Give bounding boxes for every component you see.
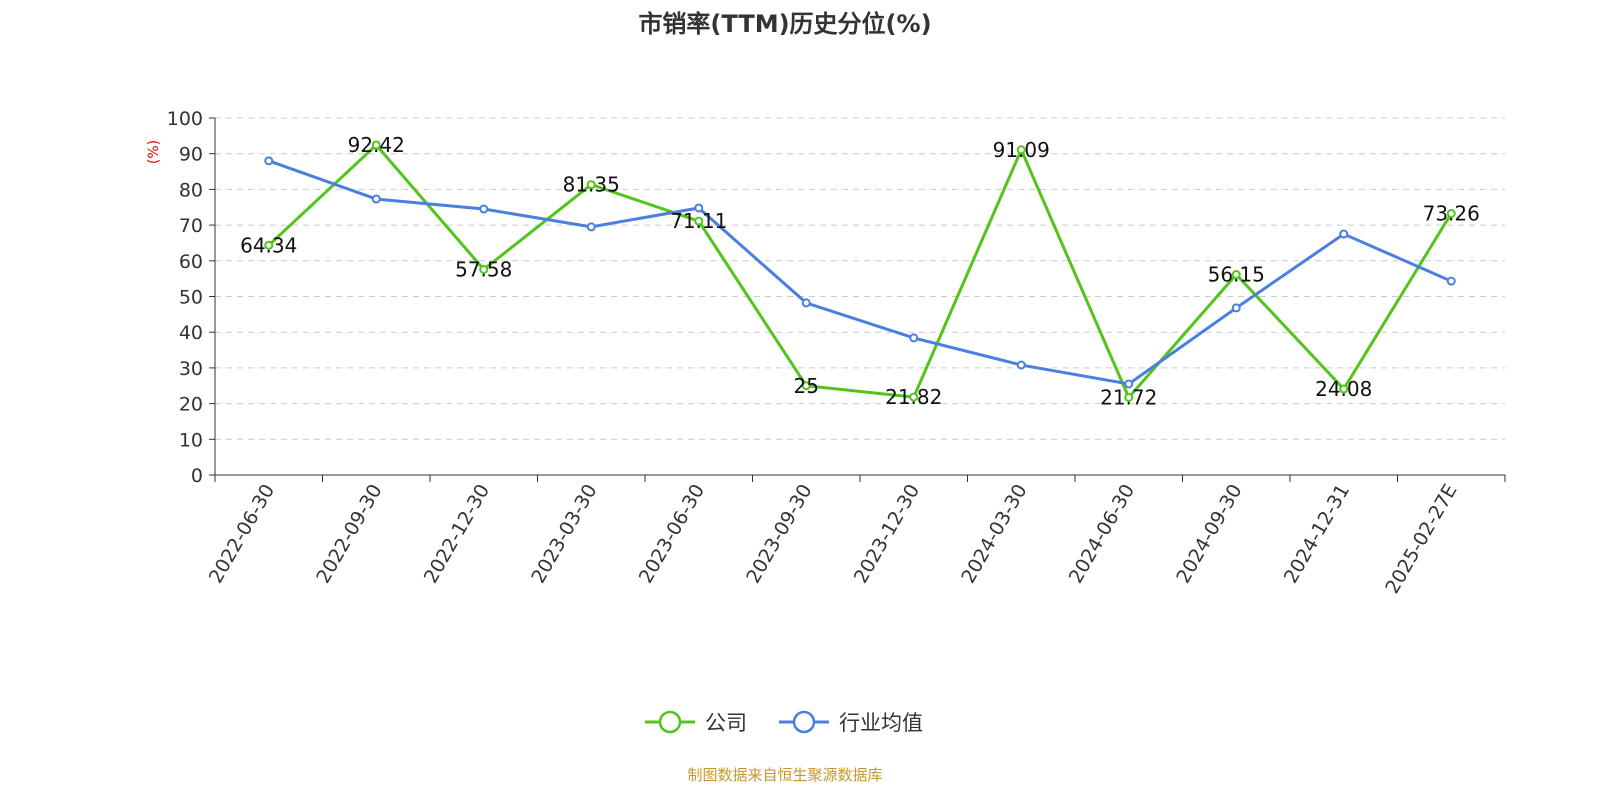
y-tick-label: 90 <box>179 144 203 166</box>
data-point <box>909 333 919 343</box>
data-point <box>1339 384 1349 394</box>
data-label: 91.09 <box>993 138 1050 162</box>
data-label: 21.72 <box>1100 385 1157 409</box>
x-tick-label: 2023-09-30 <box>742 481 816 588</box>
data-point <box>1124 392 1134 402</box>
y-tick-label: 80 <box>179 179 203 201</box>
data-point <box>1446 208 1456 218</box>
x-tick-label: 2022-12-30 <box>420 481 494 588</box>
data-point <box>1231 270 1241 280</box>
data-point <box>586 180 596 190</box>
series-line-1 <box>268 159 1452 386</box>
data-point <box>909 392 919 402</box>
data-label: 25 <box>794 374 819 398</box>
legend-label: 行业均值 <box>839 711 923 735</box>
data-point <box>264 156 274 166</box>
data-point <box>479 204 489 214</box>
data-label: 24.08 <box>1315 377 1372 401</box>
data-point <box>1016 145 1026 155</box>
data-point <box>371 194 381 204</box>
data-label: 56.15 <box>1208 263 1265 287</box>
y-tick-label: 70 <box>179 215 203 237</box>
y-tick-label: 20 <box>179 394 203 416</box>
data-point <box>1446 276 1456 286</box>
y-tick-label: 10 <box>179 429 203 451</box>
data-point <box>1124 379 1134 389</box>
x-tick-label: 2022-09-30 <box>312 481 386 588</box>
data-point <box>694 216 704 226</box>
x-tick-label: 2024-03-30 <box>957 481 1031 588</box>
y-axis-label: (%) <box>146 140 162 164</box>
y-tick-label: 30 <box>179 358 203 380</box>
x-tick-label: 2025-02-27E <box>1381 481 1461 598</box>
data-label: 57.58 <box>455 257 512 281</box>
chart-title: 市销率(TTM)历史分位(%) <box>638 10 931 38</box>
data-point <box>479 264 489 274</box>
data-point <box>694 203 704 213</box>
x-tick-label: 2023-06-30 <box>635 481 709 588</box>
data-label: 64.34 <box>240 233 297 257</box>
y-tick-label: 50 <box>179 287 203 309</box>
x-tick-label: 2023-12-30 <box>850 481 924 588</box>
legend-item-0: 公司 <box>645 710 747 735</box>
data-point <box>371 140 381 150</box>
y-tick-label: 0 <box>191 465 203 487</box>
y-tick-label: 100 <box>167 108 203 130</box>
source-note: 制图数据来自恒生聚源数据库 <box>687 766 882 784</box>
legend-marker-icon <box>658 710 682 734</box>
legend-label: 公司 <box>705 711 747 735</box>
data-label: 71.11 <box>670 209 727 233</box>
y-tick-label: 60 <box>179 251 203 273</box>
series-line-0 <box>267 142 1453 401</box>
data-point <box>1016 360 1026 370</box>
data-point <box>586 222 596 232</box>
data-point <box>1339 229 1349 239</box>
data-label: 81.35 <box>563 173 620 197</box>
y-tick-label: 40 <box>179 322 203 344</box>
data-point <box>801 381 811 391</box>
legend-item-1: 行业均值 <box>779 710 923 735</box>
legend-marker-icon <box>792 710 816 734</box>
x-tick-label: 2024-06-30 <box>1065 481 1139 588</box>
data-point <box>1231 303 1241 313</box>
data-label: 21.82 <box>885 385 942 409</box>
data-label: 92.42 <box>348 133 405 157</box>
x-tick-label: 2023-03-30 <box>527 481 601 588</box>
x-tick-label: 2022-06-30 <box>205 481 279 588</box>
x-tick-label: 2024-12-31 <box>1280 481 1354 588</box>
data-point <box>801 298 811 308</box>
data-label: 73.26 <box>1423 201 1480 225</box>
data-point <box>264 240 274 250</box>
x-tick-label: 2024-09-30 <box>1172 481 1246 588</box>
